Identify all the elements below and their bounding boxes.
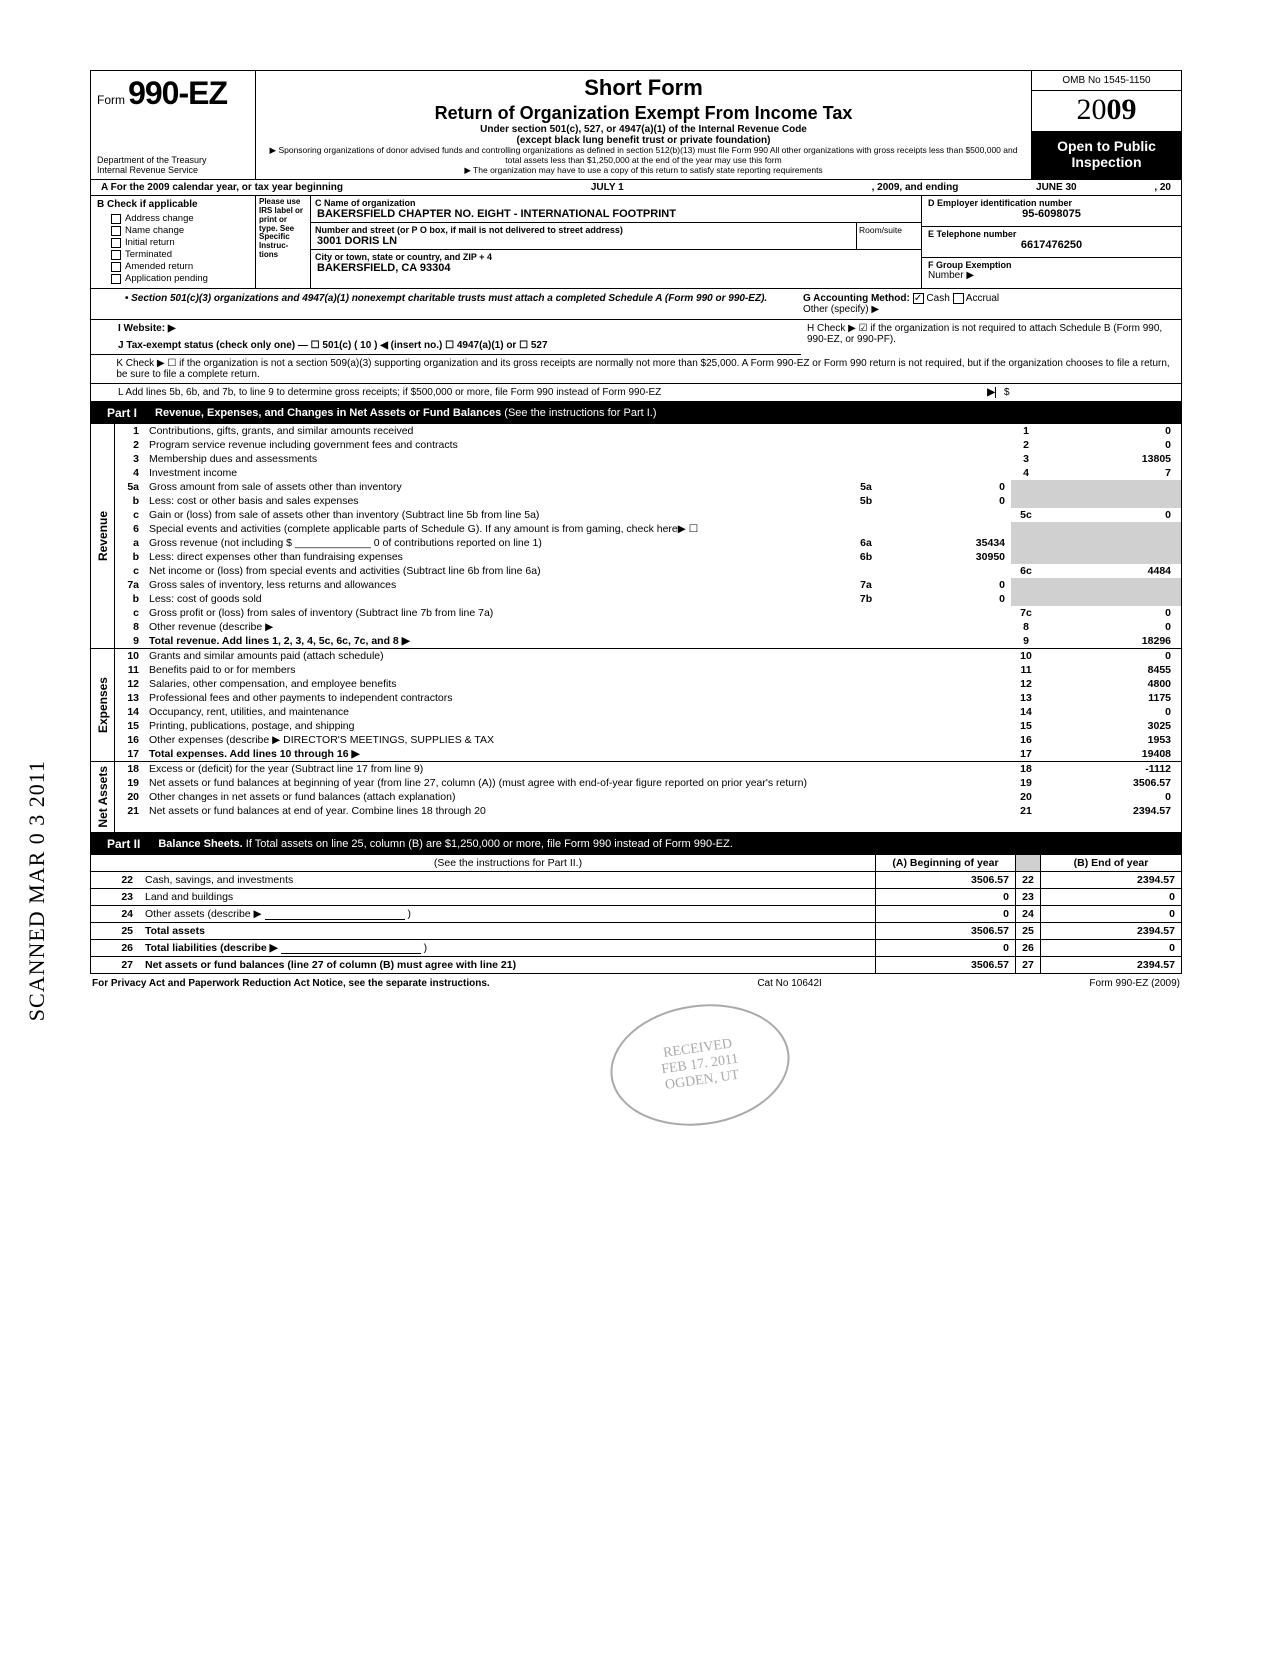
row-l: L Add lines 5b, 6b, and 7b, to line 9 to… xyxy=(91,384,1181,402)
revenue-label: Revenue xyxy=(94,507,112,565)
col-c-org-info: C Name of organization BAKERSFIELD CHAPT… xyxy=(311,196,921,288)
chk-accrual[interactable] xyxy=(953,293,964,304)
section-501c-g: • Section 501(c)(3) organizations and 49… xyxy=(91,289,1181,320)
city-state-zip: BAKERSFIELD, CA 93304 xyxy=(317,262,917,274)
bs-row-24: 24Other assets (describe ▶ )0240 xyxy=(91,906,1181,923)
rows-hij: I Website: ▶ J Tax-exempt status (check … xyxy=(91,320,1181,355)
part-2-header: Part II Balance Sheets. If Total assets … xyxy=(91,833,1181,855)
expenses-section: Expenses 10Grants and similar amounts pa… xyxy=(91,649,1181,762)
expenses-table: 10Grants and similar amounts paid (attac… xyxy=(115,649,1181,761)
bs-row-26: 26Total liabilities (describe ▶ )0260 xyxy=(91,940,1181,957)
chk-amended[interactable]: Amended return xyxy=(111,261,251,272)
form-number: 990-EZ xyxy=(128,75,227,111)
chk-terminated[interactable]: Terminated xyxy=(111,249,251,260)
revenue-table: 1Contributions, gifts, grants, and simil… xyxy=(115,424,1181,648)
row-j-exempt-status: J Tax-exempt status (check only one) — ☐… xyxy=(91,337,801,355)
title-main: Short Form xyxy=(264,75,1023,101)
row-k: K Check ▶ ☐ if the organization is not a… xyxy=(91,355,1181,384)
please-label: Please use IRS label or print or type. S… xyxy=(256,196,311,288)
ein: 95-6098075 xyxy=(928,208,1175,220)
header-right: OMB No 1545-1150 2009 Open to Public Ins… xyxy=(1031,71,1181,179)
bs-row-25: 25Total assets3506.57252394.57 xyxy=(91,923,1181,940)
form-prefix: Form xyxy=(97,93,125,107)
col-b-checkboxes: B Check if applicable Address change Nam… xyxy=(91,196,256,288)
org-name: BAKERSFIELD CHAPTER NO. EIGHT - INTERNAT… xyxy=(317,208,917,220)
room-suite: Room/suite xyxy=(856,223,921,249)
form-header: Form 990-EZ Department of the Treasury I… xyxy=(91,71,1181,180)
expenses-label: Expenses xyxy=(94,673,112,737)
chk-cash[interactable]: ✓ xyxy=(913,293,924,304)
header-center: Short Form Return of Organization Exempt… xyxy=(256,71,1031,179)
title-copy: ▶ The organization may have to use a cop… xyxy=(264,166,1023,176)
row-h-schedule-b: H Check ▶ ☑ if the organization is not r… xyxy=(801,320,1181,355)
omb-number: OMB No 1545-1150 xyxy=(1032,71,1181,91)
part2-subhead: (See the instructions for Part II.) (A) … xyxy=(91,855,1181,872)
row-a-tax-year: A For the 2009 calendar year, or tax yea… xyxy=(91,180,1181,196)
chk-initial-return[interactable]: Initial return xyxy=(111,237,251,248)
chk-name-change[interactable]: Name change xyxy=(111,225,251,236)
net-assets-label: Net Assets xyxy=(94,762,112,832)
row-i-website: I Website: ▶ xyxy=(91,320,801,337)
open-public: Open to Public Inspection xyxy=(1032,132,1181,179)
accounting-method: G Accounting Method: ✓ Cash Accrual Othe… xyxy=(795,293,1175,315)
title-sponsor: ▶ Sponsoring organizations of donor advi… xyxy=(264,146,1023,166)
chk-application-pending[interactable]: Application pending xyxy=(111,273,251,284)
net-assets-section: Net Assets 18Excess or (deficit) for the… xyxy=(91,762,1181,833)
telephone: 6617476250 xyxy=(928,239,1175,251)
net-assets-table: 18Excess or (deficit) for the year (Subt… xyxy=(115,762,1181,818)
header-left: Form 990-EZ Department of the Treasury I… xyxy=(91,71,256,179)
tax-year: 2009 xyxy=(1032,91,1181,132)
chk-address-change[interactable]: Address change xyxy=(111,213,251,224)
form-990ez: Form 990-EZ Department of the Treasury I… xyxy=(90,70,1182,974)
revenue-section: Revenue 1Contributions, gifts, grants, a… xyxy=(91,424,1181,649)
form-page: SCANNED MAR 0 3 2011 Form 990-EZ Departm… xyxy=(0,0,1272,1654)
bs-row-27: 27Net assets or fund balances (line 27 o… xyxy=(91,957,1181,973)
page-footer: For Privacy Act and Paperwork Reduction … xyxy=(90,974,1182,993)
bs-row-23: 23Land and buildings0230 xyxy=(91,889,1181,906)
received-stamp: RECEIVED FEB 17. 2011 OGDEN, UT xyxy=(603,993,798,1137)
col-def: D Employer identification number 95-6098… xyxy=(921,196,1181,288)
part-1-header: Part I Revenue, Expenses, and Changes in… xyxy=(91,402,1181,424)
title-sub: Return of Organization Exempt From Incom… xyxy=(264,103,1023,124)
scanned-stamp: SCANNED MAR 0 3 2011 xyxy=(24,760,50,1021)
street-address: 3001 DORIS LN xyxy=(317,235,852,247)
bs-row-22: 22Cash, savings, and investments3506.572… xyxy=(91,872,1181,889)
department: Department of the Treasury Internal Reve… xyxy=(97,155,249,175)
title-under: Under section 501(c), 527, or 4947(a)(1)… xyxy=(264,124,1023,135)
section-bcdef: B Check if applicable Address change Nam… xyxy=(91,196,1181,289)
